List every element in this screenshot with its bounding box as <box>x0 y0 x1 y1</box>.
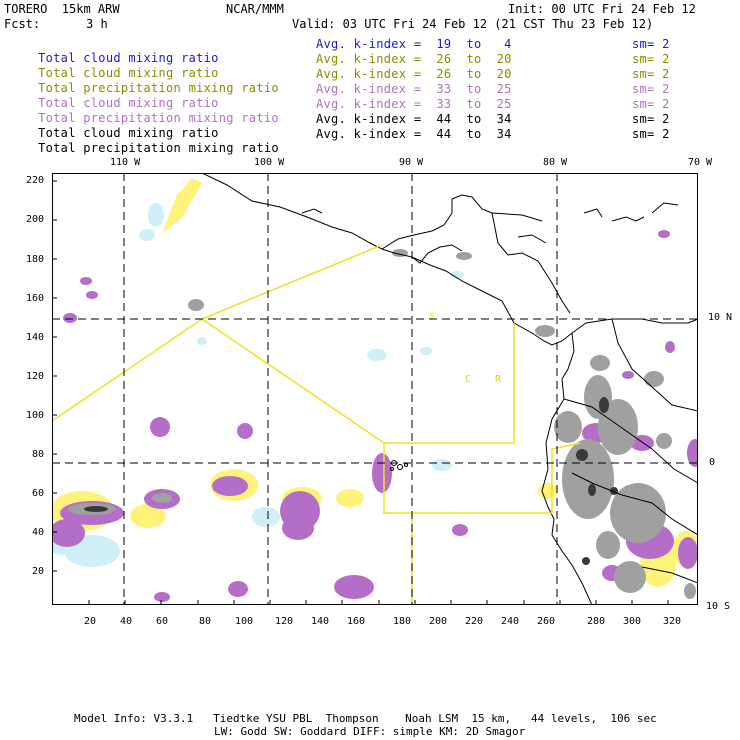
forecast-label: Fcst: <box>4 17 41 31</box>
region-label-c: C <box>465 374 472 385</box>
legend-row-4: Total cloud mixing ratio <box>8 82 219 110</box>
legend-sm-2: sm= 2 <box>632 52 670 66</box>
y-tick-60: 60 <box>32 488 45 499</box>
legend-sm-7: sm= 2 <box>632 127 670 141</box>
legend-field: Total precipitation mixing ratio <box>38 111 279 125</box>
graticule <box>53 174 697 604</box>
legend-kindex-5: Avg. k-index = 33 to 25 <box>316 97 512 111</box>
x-tick-80: 80 <box>199 616 212 627</box>
y-tick-220: 220 <box>26 175 45 186</box>
forecast-map: C R <box>52 173 698 605</box>
x-tick-200: 200 <box>429 616 448 627</box>
x-tick-260: 260 <box>537 616 556 627</box>
region-label-r: R <box>495 374 502 385</box>
legend-row-1: Total cloud mixing ratio <box>8 37 219 65</box>
lon-label-110w: 110 W <box>110 157 141 168</box>
x-tick-140: 140 <box>311 616 330 627</box>
legend-kindex-3: Avg. k-index = 26 to 20 <box>316 67 512 81</box>
x-tick-220: 220 <box>465 616 484 627</box>
legend-field: Total cloud mixing ratio <box>38 126 219 140</box>
legend-kindex-4: Avg. k-index = 33 to 25 <box>316 82 512 96</box>
light-cloud-areas <box>53 203 464 567</box>
y-tick-20: 20 <box>32 566 45 577</box>
legend-row-3: Total precipitation mixing ratio <box>8 67 279 95</box>
valid-time: Valid: 03 UTC Fri 24 Feb 12 (21 CST Thu … <box>292 17 654 31</box>
y-tick-120: 120 <box>26 371 45 382</box>
y-tick-40: 40 <box>32 527 45 538</box>
lon-label-70w: 70 W <box>688 157 713 168</box>
y-tick-200: 200 <box>26 214 45 225</box>
legend-sm-4: sm= 2 <box>632 82 670 96</box>
legend-field: Total cloud mixing ratio <box>38 66 219 80</box>
x-tick-320: 320 <box>663 616 682 627</box>
legend-field: Total precipitation mixing ratio <box>38 141 279 155</box>
x-tick-180: 180 <box>393 616 412 627</box>
purple-areas <box>53 230 697 602</box>
x-tick-120: 120 <box>275 616 294 627</box>
legend-kindex-2: Avg. k-index = 26 to 20 <box>316 52 512 66</box>
legend-field: Total cloud mixing ratio <box>38 51 219 65</box>
legend-row-6: Total cloud mixing ratio <box>8 112 219 140</box>
x-tick-60: 60 <box>156 616 169 627</box>
org-label: NCAR/MMM <box>226 2 284 16</box>
legend-sm-6: sm= 2 <box>632 112 670 126</box>
x-tick-40: 40 <box>120 616 133 627</box>
forecast-hours: 3 h <box>86 17 108 31</box>
legend-sm-5: sm= 2 <box>632 97 670 111</box>
y-tick-180: 180 <box>26 254 45 265</box>
lat-label-0: 0 <box>709 457 716 468</box>
y-tick-160: 160 <box>26 293 45 304</box>
tick-marks <box>53 180 669 604</box>
model-title: TORERO 15km ARW <box>4 2 120 16</box>
init-time: Init: 00 UTC Fri 24 Feb 12 <box>508 2 696 16</box>
legend-sm-1: sm= 2 <box>632 37 670 51</box>
x-tick-100: 100 <box>235 616 254 627</box>
x-tick-240: 240 <box>501 616 520 627</box>
lat-label-10s: 10 S <box>706 601 731 612</box>
lon-label-90w: 90 W <box>399 157 424 168</box>
legend-row-2: Total cloud mixing ratio <box>8 52 219 80</box>
legend-field: Total cloud mixing ratio <box>38 96 219 110</box>
galapagos-islands <box>390 460 408 471</box>
x-tick-280: 280 <box>587 616 606 627</box>
lon-label-80w: 80 W <box>543 157 568 168</box>
map-canvas <box>53 174 697 604</box>
lat-label-10n: 10 N <box>708 312 733 323</box>
x-tick-160: 160 <box>347 616 366 627</box>
x-tick-300: 300 <box>623 616 642 627</box>
y-tick-80: 80 <box>32 449 45 460</box>
coastline <box>202 174 697 604</box>
lon-label-100w: 100 W <box>254 157 285 168</box>
model-info-line-1: Model Info: V3.3.1 Tiedtke YSU PBL Thomp… <box>74 712 657 725</box>
y-tick-100: 100 <box>26 410 45 421</box>
legend-sm-3: sm= 2 <box>632 67 670 81</box>
region-outlines <box>53 244 581 604</box>
legend-kindex-1: Avg. k-index = 19 to 4 <box>316 37 512 51</box>
legend-row-7: Total precipitation mixing ratio <box>8 127 279 155</box>
gray-areas <box>68 249 696 599</box>
y-tick-140: 140 <box>26 332 45 343</box>
legend-kindex-6: Avg. k-index = 44 to 34 <box>316 112 512 126</box>
x-tick-20: 20 <box>84 616 97 627</box>
legend-field: Total precipitation mixing ratio <box>38 81 279 95</box>
legend-row-5: Total precipitation mixing ratio <box>8 97 279 125</box>
legend-kindex-7: Avg. k-index = 44 to 34 <box>316 127 512 141</box>
model-info-line-2: LW: Godd SW: Goddard DIFF: simple KM: 2D… <box>214 725 526 738</box>
